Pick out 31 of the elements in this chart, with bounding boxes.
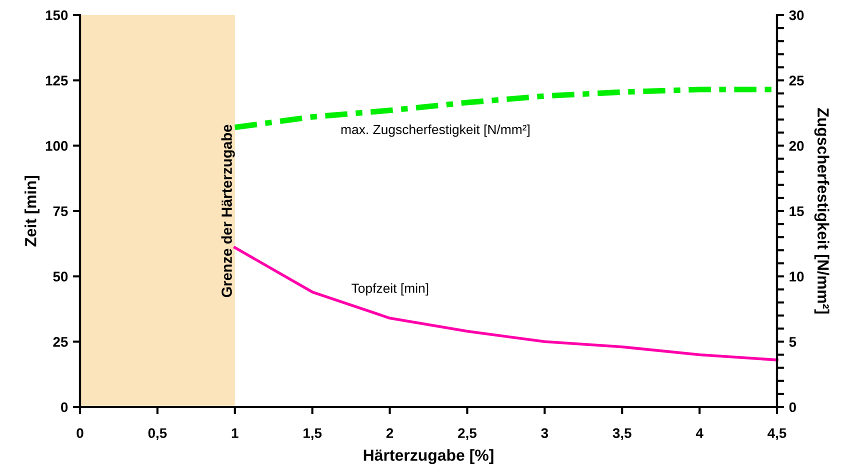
y-tick-label: 25: [53, 337, 68, 347]
y-tick-label: 150: [46, 10, 68, 20]
x-tick-label: 1,5: [304, 428, 322, 440]
y2-tick-label: 15: [790, 206, 804, 216]
y-tick-label: 75: [53, 206, 68, 216]
y2-tick-label: 20: [789, 141, 804, 151]
y-tick-label: 0: [61, 402, 68, 412]
y2-tick-label: 25: [789, 76, 804, 86]
y-tick-label: 50: [53, 272, 68, 282]
x-tick-label: 4,5: [768, 428, 786, 440]
y2-tick-label: 5: [789, 337, 796, 347]
x-tick-label: 0,5: [148, 428, 167, 440]
y2-tick-label: 0: [789, 402, 796, 412]
y-axis-title: Zeit [min]: [24, 176, 40, 246]
x-tick-label: 2: [386, 428, 394, 438]
x-axis-title: Härterzugabe [%]: [364, 449, 494, 464]
x-tick-label: 3: [541, 428, 548, 438]
x-tick-label: 4: [696, 428, 704, 438]
x-tick-label: 3,5: [612, 428, 632, 440]
x-tick-label: 2,5: [458, 428, 476, 440]
band-label: Grenze der Härterzugabe: [221, 124, 235, 298]
annotation: max. Zugscherfestigkeit [N/mm²]: [341, 124, 530, 137]
y2-axis-title: Zugscherfestigkeit [N/mm²]: [814, 108, 830, 314]
y2-tick-label: 30: [789, 10, 804, 20]
annotation: Topfzeit [min]: [352, 283, 428, 296]
y2-tick-label: 10: [790, 272, 804, 282]
y-tick-label: 125: [46, 76, 68, 86]
x-tick-label: 1: [232, 428, 238, 438]
line-series: [234, 246, 778, 362]
x-tick-label: 0: [76, 428, 84, 438]
y-tick-label: 100: [46, 141, 68, 151]
